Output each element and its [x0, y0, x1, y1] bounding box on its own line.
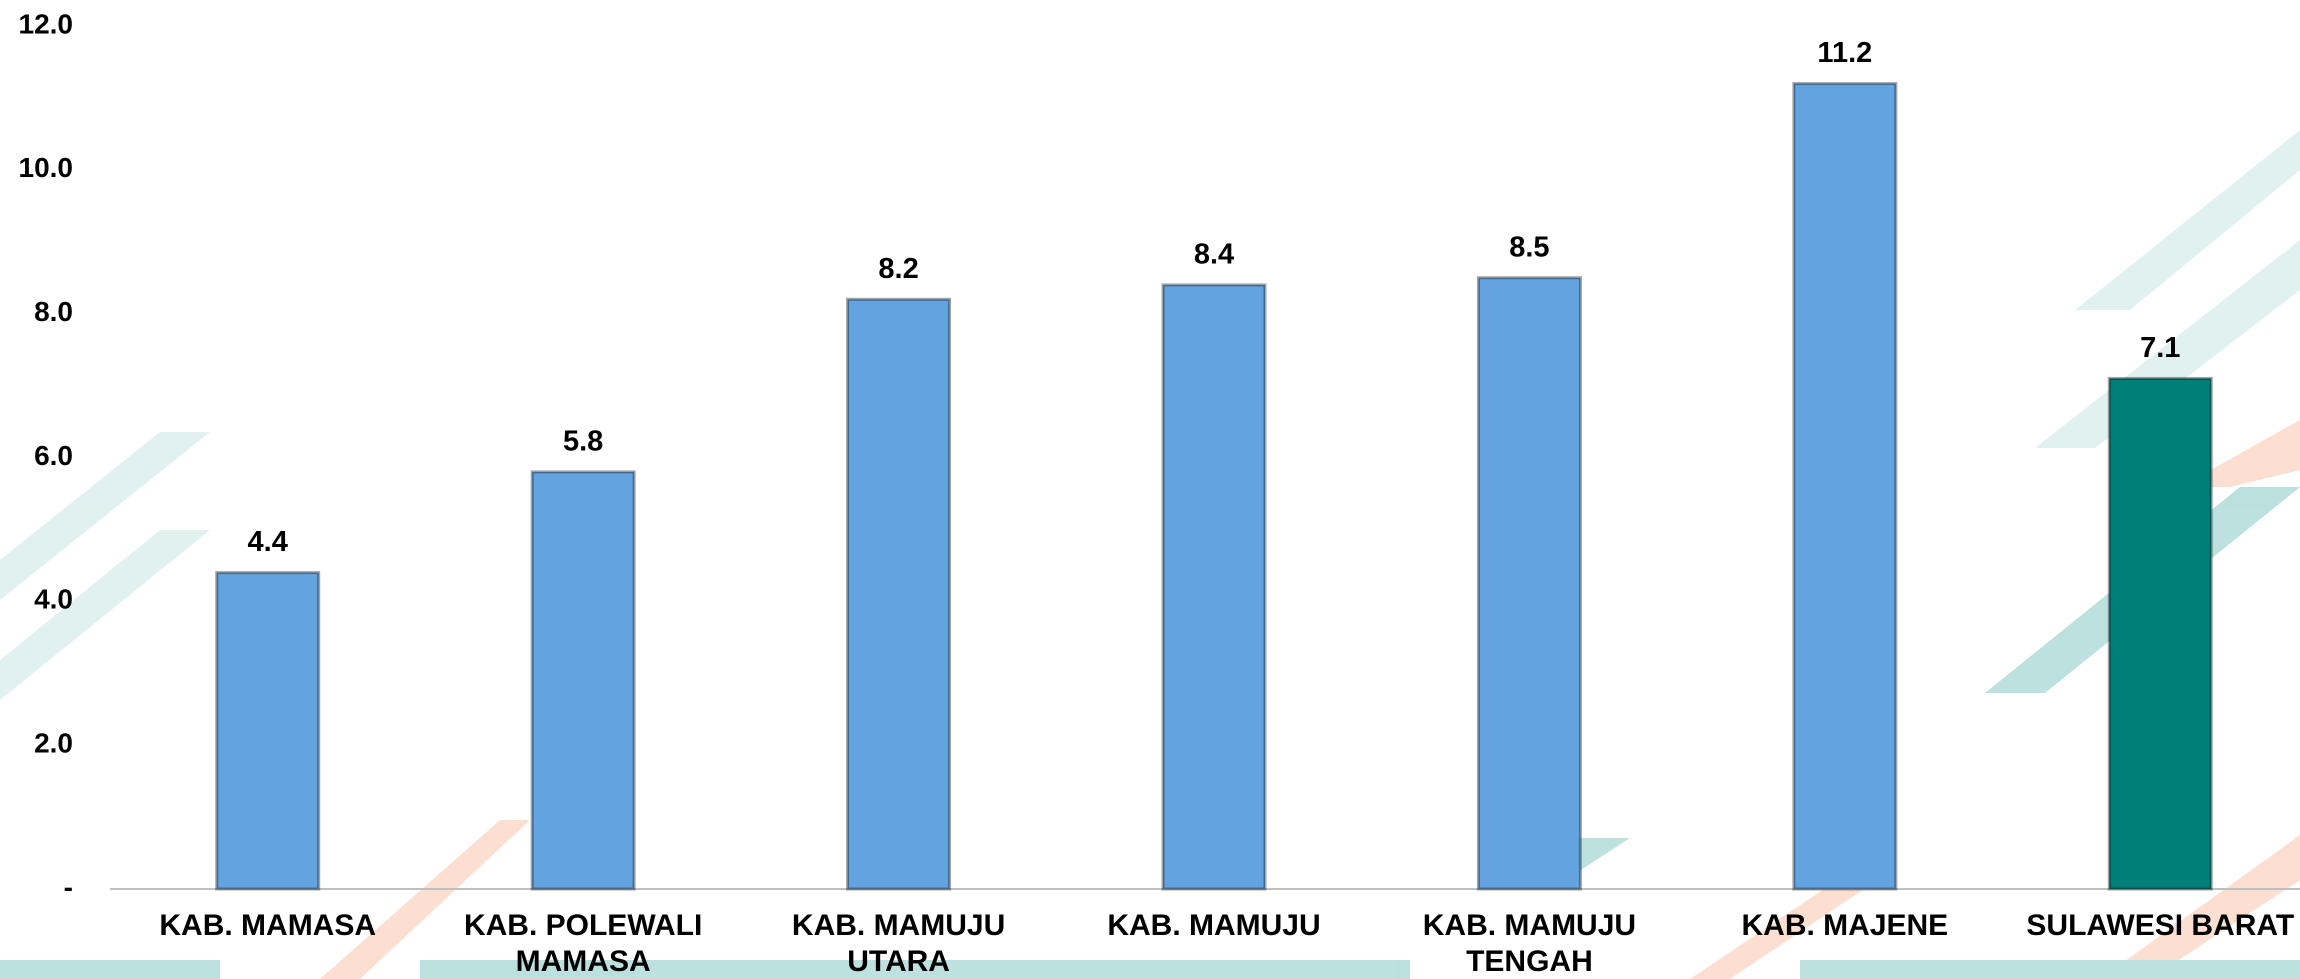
- data-label: 4.4: [248, 526, 288, 558]
- bar: [2107, 376, 2213, 891]
- x-tick-label: MAMASA: [516, 945, 651, 978]
- bar: [530, 470, 636, 891]
- y-tick-label: 8.0: [34, 296, 73, 327]
- bar: [215, 571, 321, 891]
- bar: [846, 297, 952, 891]
- data-label: 8.4: [1194, 239, 1234, 271]
- y-tick-label: 12.0: [19, 8, 74, 39]
- data-label: 7.1: [2140, 332, 2180, 364]
- x-tick-label: KAB. POLEWALI: [464, 909, 702, 942]
- y-tick-label: 2.0: [34, 728, 73, 759]
- x-tick-label: KAB. MAMASA: [159, 909, 376, 942]
- y-tick-label: 4.0: [34, 584, 73, 615]
- bar: [1161, 283, 1267, 891]
- bar: [1792, 82, 1898, 891]
- x-tick-label: KAB. MAMUJU: [792, 909, 1005, 942]
- y-tick-label: 6.0: [34, 440, 73, 471]
- x-tick-label: SULAWESI BARAT: [2026, 909, 2294, 942]
- x-tick-label: KAB. MAJENE: [1742, 909, 1949, 942]
- y-tick-label: 10.0: [19, 152, 74, 183]
- x-tick-label: TENGAH: [1466, 945, 1593, 978]
- data-label: 8.2: [878, 253, 918, 285]
- bar: [1476, 276, 1582, 891]
- data-label: 8.5: [1509, 231, 1549, 263]
- decoration: [0, 130, 2300, 979]
- x-tick-label: KAB. MAMUJU: [1107, 909, 1320, 942]
- x-tick-label: UTARA: [847, 945, 950, 978]
- data-label: 11.2: [1817, 37, 1872, 69]
- x-tick-label: KAB. MAMUJU: [1423, 909, 1636, 942]
- data-label: 5.8: [563, 426, 603, 458]
- y-tick-label: -: [64, 871, 73, 902]
